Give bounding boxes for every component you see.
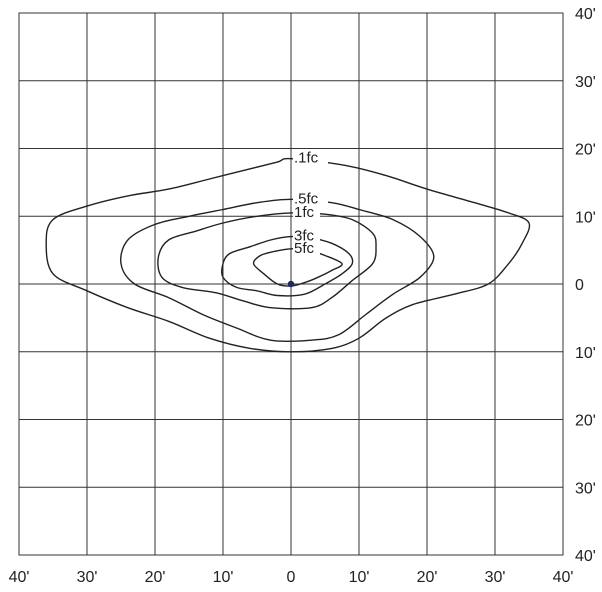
x-tick-label: 30' [485, 569, 506, 586]
x-tick-label: 20' [417, 569, 438, 586]
x-tick-label: 40' [553, 569, 574, 586]
contour-label-background [293, 191, 328, 207]
contour-label-3fc: 3fc [294, 228, 315, 245]
contour-label-background [293, 228, 320, 244]
x-tick-label: 10' [213, 569, 234, 586]
y-tick-label: 20' [575, 142, 596, 159]
contour-3fc [220, 235, 354, 297]
y-tick-label: 40' [575, 548, 596, 565]
contour-5fc [252, 248, 343, 287]
y-tick-label: 30' [575, 480, 596, 497]
contour-point-5fc [120, 198, 435, 343]
contour-point-1fc [45, 157, 531, 353]
x-tick-label: 30' [77, 569, 98, 586]
x-tick-label: 10' [349, 569, 370, 586]
contour-label-point-1fc: .1fc [294, 150, 319, 167]
y-tick-label: 40' [575, 6, 596, 23]
contour-label-background [293, 240, 320, 256]
luminaire-marker [287, 280, 295, 288]
y-tick-label: 10' [575, 209, 596, 226]
x-axis-ticks: 40' 30' 20' 10' 0 10' 20' 30' 40' [9, 569, 574, 586]
contour-label-background [293, 204, 320, 220]
contour-label-point-5fc: .5fc [294, 190, 319, 207]
grid [18, 12, 564, 556]
contour-label-1fc: 1fc [294, 204, 315, 221]
contour-1fc [157, 212, 377, 310]
y-tick-label: 20' [575, 413, 596, 430]
y-tick-label: 0 [575, 277, 584, 294]
x-tick-label: 0 [287, 569, 296, 586]
contour-label-background [293, 150, 328, 166]
y-axis-ticks: 40' 30' 20' 10' 0 10' 20' 30' 40' [575, 6, 596, 565]
y-tick-label: 10' [575, 345, 596, 362]
contour-label-5fc: 5fc [294, 240, 315, 257]
x-tick-label: 40' [9, 569, 30, 586]
y-tick-label: 30' [575, 74, 596, 91]
x-tick-label: 20' [145, 569, 166, 586]
contours [45, 157, 531, 353]
